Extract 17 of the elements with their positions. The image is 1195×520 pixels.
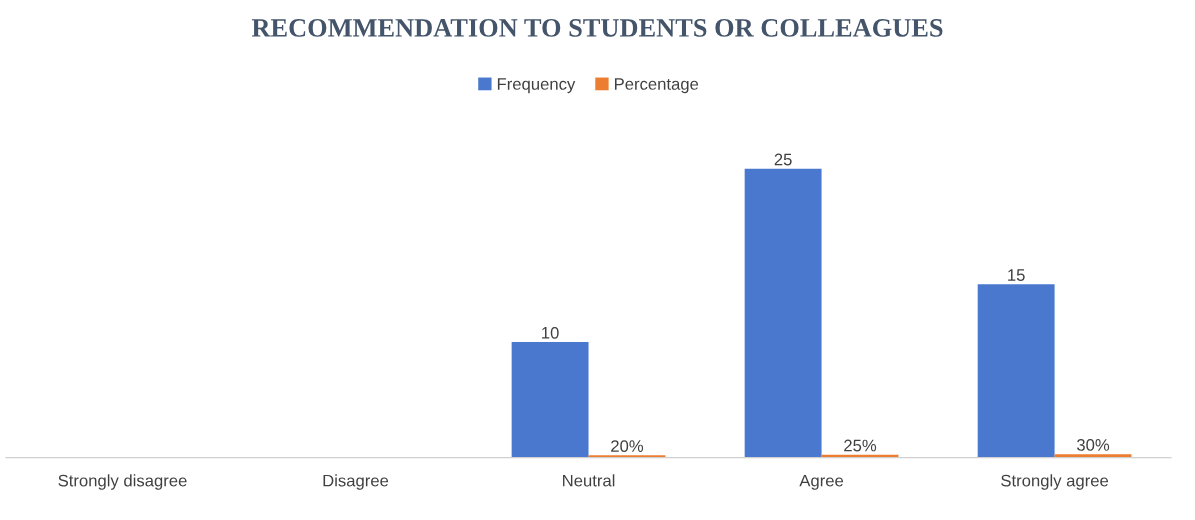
- data-label: 10: [542, 326, 559, 339]
- legend-label: Frequency: [497, 78, 576, 94]
- x-tick-label: Neutral: [563, 474, 615, 487]
- data-label: 20%: [611, 440, 644, 452]
- bar: [977, 284, 1055, 458]
- data-label: 15: [1008, 269, 1025, 281]
- chart-title: RECOMMENDATION TO STUDENTS OR COLLEAGUES: [251, 19, 943, 37]
- x-tick-label: Strongly disagree: [58, 474, 187, 490]
- bar: [744, 168, 822, 458]
- data-label: 25%: [844, 439, 877, 452]
- x-tick-label: Disagree: [323, 474, 389, 490]
- bar: [511, 342, 589, 458]
- x-tick-label: Strongly agree: [1001, 474, 1109, 490]
- data-label: 30%: [1076, 439, 1110, 451]
- legend-label: Percentage: [614, 78, 699, 94]
- x-tick-label: Agree: [799, 474, 844, 490]
- data-label: 25: [774, 153, 792, 166]
